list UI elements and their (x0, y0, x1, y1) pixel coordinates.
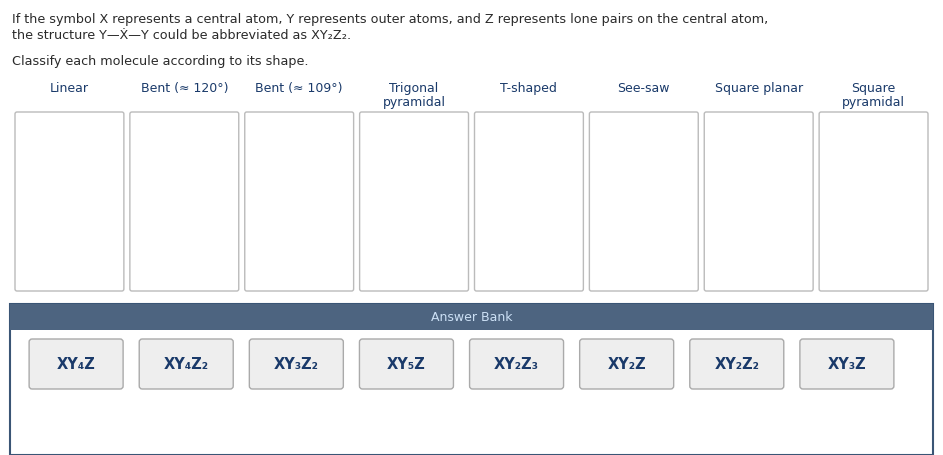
FancyBboxPatch shape (29, 339, 124, 389)
Text: Trigonal: Trigonal (389, 82, 438, 95)
Text: Bent (≈ 109°): Bent (≈ 109°) (256, 82, 343, 95)
FancyBboxPatch shape (800, 339, 894, 389)
Text: Bent (≈ 120°): Bent (≈ 120°) (141, 82, 228, 95)
FancyBboxPatch shape (245, 113, 354, 291)
Text: Square planar: Square planar (715, 82, 802, 95)
FancyBboxPatch shape (704, 113, 813, 291)
Text: T-shaped: T-shaped (501, 82, 557, 95)
Text: the structure Y—Ẋ—Y could be abbreviated as XY₂Z₂.: the structure Y—Ẋ—Y could be abbreviated… (12, 29, 351, 42)
FancyBboxPatch shape (15, 113, 124, 291)
Text: pyramidal: pyramidal (842, 96, 905, 109)
FancyBboxPatch shape (140, 339, 233, 389)
Bar (10, 304, 933, 455)
Text: If the symbol X represents a central atom, Y represents outer atoms, and Z repre: If the symbol X represents a central ato… (12, 13, 769, 26)
FancyBboxPatch shape (470, 339, 564, 389)
FancyBboxPatch shape (249, 339, 343, 389)
Text: XY₂Z: XY₂Z (607, 357, 646, 372)
Text: XY₂Z₂: XY₂Z₂ (714, 357, 759, 372)
Text: XY₂Z₃: XY₂Z₃ (494, 357, 539, 372)
FancyBboxPatch shape (359, 113, 469, 291)
FancyBboxPatch shape (589, 113, 698, 291)
Text: XY₄Z₂: XY₄Z₂ (164, 357, 208, 372)
Text: See-saw: See-saw (618, 82, 670, 95)
FancyBboxPatch shape (580, 339, 673, 389)
FancyBboxPatch shape (130, 113, 239, 291)
Text: Classify each molecule according to its shape.: Classify each molecule according to its … (12, 55, 308, 68)
FancyBboxPatch shape (819, 113, 928, 291)
FancyBboxPatch shape (474, 113, 584, 291)
Text: Linear: Linear (50, 82, 89, 95)
FancyBboxPatch shape (689, 339, 784, 389)
Text: Square: Square (852, 82, 896, 95)
FancyBboxPatch shape (359, 339, 454, 389)
Text: XY₃Z₂: XY₃Z₂ (273, 357, 319, 372)
Bar (10, 304, 933, 330)
Text: pyramidal: pyramidal (383, 96, 445, 109)
Text: XY₃Z: XY₃Z (828, 357, 867, 372)
Text: Answer Bank: Answer Bank (431, 311, 512, 324)
Text: XY₄Z: XY₄Z (57, 357, 95, 372)
Text: XY₅Z: XY₅Z (387, 357, 426, 372)
